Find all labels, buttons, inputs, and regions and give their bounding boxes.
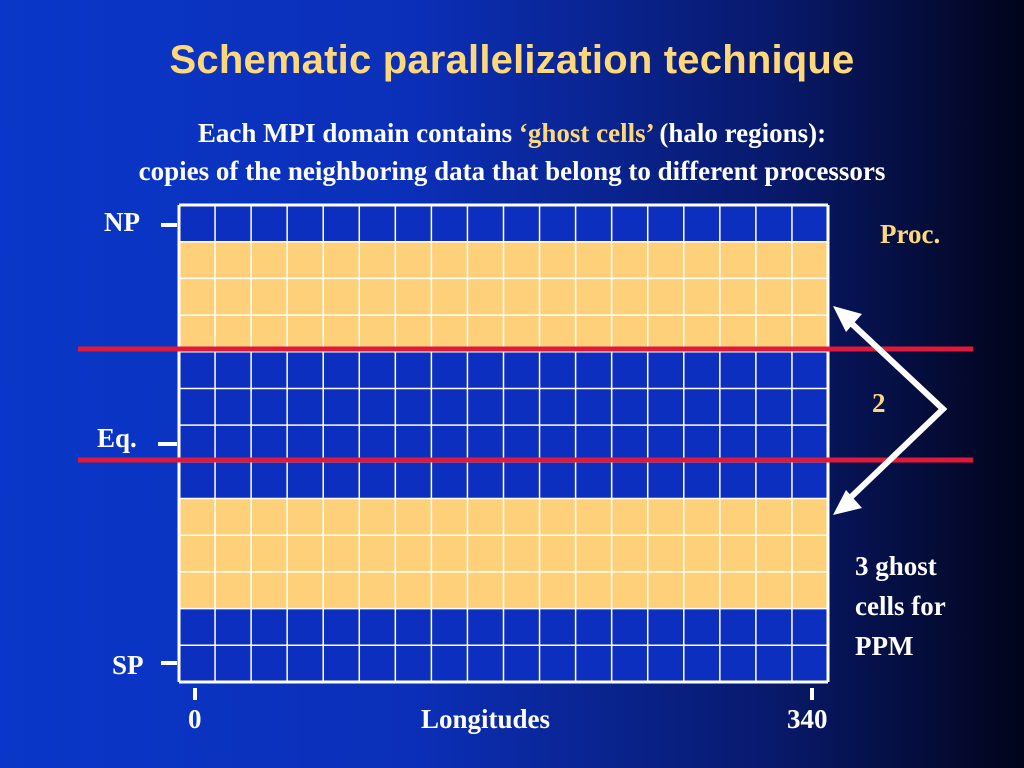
- label-sp: SP: [112, 650, 144, 680]
- ghost-cells-note: 3 ghost cells for PPM: [855, 546, 1005, 666]
- subtitle-line-2: copies of the neighboring data that belo…: [138, 156, 886, 186]
- grid-lines: [177, 203, 830, 684]
- subtitle-line-1: Each MPI domain contains ‘ghost cells’ (…: [0, 114, 1024, 152]
- subtitle-prefix: Each MPI domain contains: [197, 118, 519, 148]
- label-proc: Proc.: [880, 219, 941, 249]
- domain-boundaries: [78, 346, 973, 463]
- arrow-head-down: [833, 490, 862, 515]
- label-eq: Eq.: [97, 423, 137, 453]
- ghost-note-line-2: cells for: [855, 591, 946, 621]
- axis-ticks: [158, 223, 814, 700]
- ghost-cells-highlight: ‘ghost cells’: [518, 118, 653, 148]
- label-x-340: 340: [787, 704, 828, 734]
- subtitle-suffix: (halo regions):: [652, 118, 827, 148]
- ghost-note-line-1: 3 ghost: [855, 551, 937, 581]
- slide-subtitle: Each MPI domain contains ‘ghost cells’ (…: [0, 114, 1024, 190]
- arrow-head-up: [833, 306, 862, 332]
- slide-title: Schematic parallelization technique: [169, 38, 855, 82]
- ghost-note-line-3: PPM: [855, 631, 914, 661]
- label-x-0: 0: [188, 704, 202, 734]
- ghost-arrows: [833, 306, 948, 515]
- arrow-chevron: [847, 319, 948, 501]
- label-longitudes: Longitudes: [421, 704, 551, 734]
- label-proc-number: 2: [872, 388, 886, 418]
- label-np: NP: [104, 207, 140, 237]
